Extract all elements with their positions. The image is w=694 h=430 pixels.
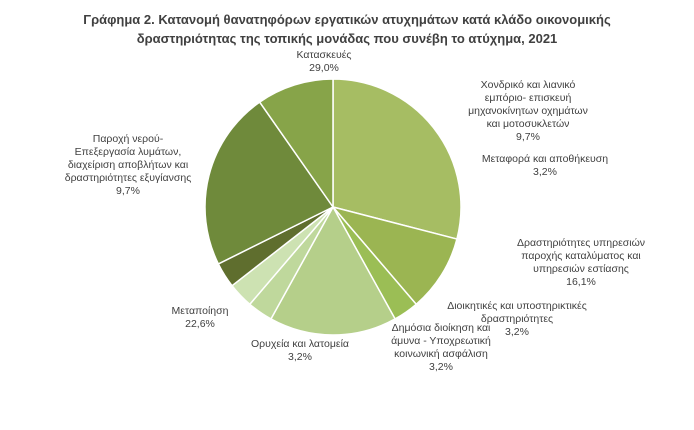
label-value: 3,2%	[533, 166, 557, 178]
label-text: μηχανοκίνητων οχημάτων	[468, 105, 588, 117]
label-public-administration: Δημόσια διοίκηση και άμυνα - Υποχρεωτική…	[370, 322, 512, 374]
label-text: εμπόριο- επισκευή	[484, 92, 572, 104]
label-value: 22,6%	[185, 318, 215, 330]
label-text: Επεξεργασία λυμάτων,	[74, 146, 182, 158]
chart-title-line-1: Γράφημα 2. Κατανομή θανατηφόρων εργατικώ…	[83, 12, 611, 27]
label-text: άμυνα - Υποχρεωτική	[391, 335, 491, 347]
label-water-supply-waste: Παροχή νερού- Επεξεργασία λυμάτων, διαχε…	[44, 133, 212, 198]
pie-slice-0	[332, 78, 462, 240]
label-transport-storage: Μεταφορά και αποθήκευση 3,2%	[465, 153, 625, 179]
pie-slice-8	[258, 78, 334, 210]
label-text: Μεταφορά και αποθήκευση	[481, 153, 609, 165]
label-text: Δημόσια διοίκηση και	[391, 322, 491, 334]
pie-slice-7	[204, 101, 335, 265]
label-value: 3,2%	[429, 361, 453, 373]
label-text: παροχής καταλύματος και	[521, 250, 641, 262]
label-text: και μοτοσυκλετών	[486, 118, 570, 130]
label-value: 29,0%	[309, 62, 339, 74]
label-administrative-support: Διοικητικές και υποστηρικτικές δραστηριό…	[432, 300, 602, 339]
label-text: Διοικητικές και υποστηρικτικές	[447, 300, 587, 312]
label-value: 3,2%	[505, 326, 529, 338]
label-value: 16,1%	[566, 276, 596, 288]
label-text: Ορυχεία και λατομεία	[251, 338, 349, 350]
label-text: Δραστηριότητες υπηρεσιών	[516, 237, 646, 249]
label-value: 9,7%	[516, 131, 540, 143]
label-text: κοινωνική ασφάλιση	[394, 348, 488, 360]
chart-title-line-2: δραστηριότητας της τοπικής μονάδας που σ…	[136, 31, 558, 46]
label-construction: Κατασκευές 29,0%	[274, 49, 374, 75]
label-value: 3,2%	[288, 351, 312, 363]
pie-slice-3	[269, 205, 397, 336]
label-text: δραστηριότητες	[480, 313, 554, 325]
label-text: Χονδρικό και λιανικό	[480, 79, 576, 91]
label-accommodation-food: Δραστηριότητες υπηρεσιών παροχής καταλύμ…	[496, 237, 666, 289]
pie-slice-1	[330, 205, 458, 306]
label-text: διαχείριση αποβλήτων και	[67, 159, 189, 171]
label-value: 9,7%	[116, 185, 140, 197]
label-manufacturing: Μεταποίηση 22,6%	[160, 305, 240, 331]
label-text: υπηρεσιών εστίασης	[533, 263, 629, 275]
label-text: Παροχή νερού-	[92, 133, 164, 145]
label-wholesale-retail: Χονδρικό και λιανικό εμπόριο- επισκευή μ…	[448, 79, 608, 144]
label-text: Μεταποίηση	[171, 305, 229, 317]
label-mining-quarrying: Ορυχεία και λατομεία 3,2%	[240, 338, 360, 364]
label-text: Κατασκευές	[296, 49, 352, 61]
label-text: δραστηριότητες εξυγίανσης	[64, 172, 192, 184]
